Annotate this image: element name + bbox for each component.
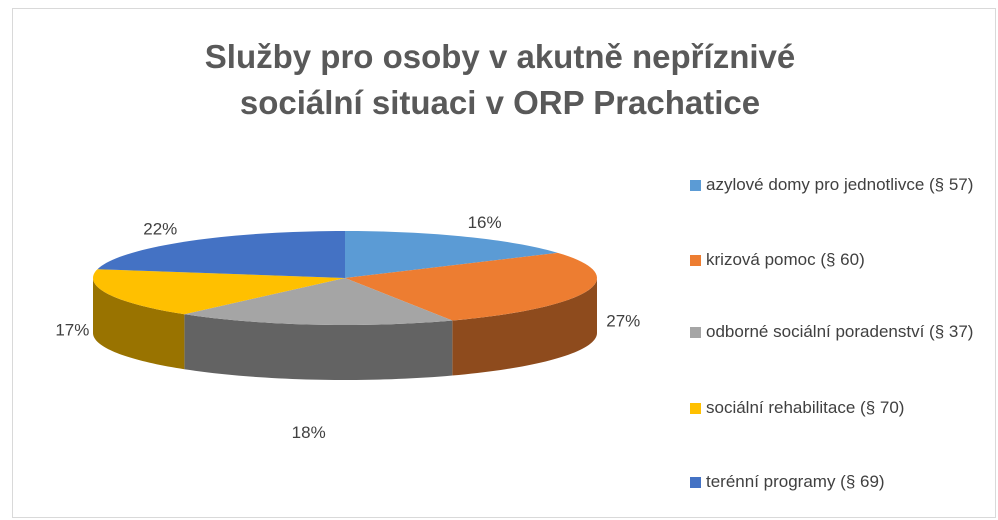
slice-side [93, 278, 185, 370]
slice-side [184, 314, 453, 380]
data-label: 22% [143, 220, 177, 239]
data-label: 27% [606, 311, 640, 330]
legend-swatch [690, 403, 701, 414]
legend-swatch [690, 477, 701, 488]
slice [93, 269, 346, 315]
legend-swatch [690, 255, 701, 266]
chart-frame [12, 8, 996, 518]
slice [345, 252, 597, 321]
legend-item: odborné sociální poradenství (§ 37) [690, 320, 985, 344]
slice-side [452, 278, 597, 376]
slice [184, 278, 453, 325]
legend-label: azylové domy pro jednotlivce (§ 57) [706, 175, 974, 194]
legend-label: terénní programy (§ 69) [706, 472, 885, 491]
legend-item: sociální rehabilitace (§ 70) [690, 396, 985, 420]
legend-item: krizová pomoc (§ 60) [690, 248, 985, 272]
slice [97, 231, 345, 278]
slice [345, 231, 558, 278]
data-label: 17% [55, 321, 89, 340]
legend-label: krizová pomoc (§ 60) [706, 250, 865, 269]
legend-item: azylové domy pro jednotlivce (§ 57) [690, 173, 985, 197]
legend-label: odborné sociální poradenství (§ 37) [706, 322, 974, 341]
data-label: 16% [468, 213, 502, 232]
data-label: 18% [292, 423, 326, 442]
legend-swatch [690, 180, 701, 191]
legend-swatch [690, 327, 701, 338]
chart-title: Služby pro osoby v akutně nepříznivé soc… [204, 38, 796, 121]
legend-label: sociální rehabilitace (§ 70) [706, 398, 905, 417]
legend-item: terénní programy (§ 69) [690, 470, 985, 494]
